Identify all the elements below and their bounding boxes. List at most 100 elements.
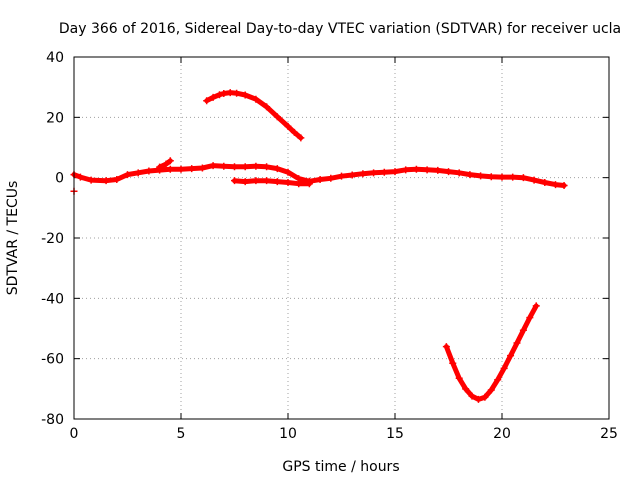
y-tick-label: 20: [46, 110, 64, 126]
data-point: [423, 166, 431, 174]
data-point: [290, 128, 298, 136]
data-point: [466, 171, 474, 179]
y-axis-label: SDTVAR / TECUs: [5, 181, 21, 296]
y-tick-label: 40: [46, 50, 64, 66]
data-point: [509, 173, 517, 181]
data-point: [519, 326, 527, 334]
data-point: [513, 339, 521, 347]
data-point: [412, 165, 420, 173]
data-point: [162, 160, 170, 168]
x-tick-label: 25: [600, 426, 618, 442]
x-tick-label: 15: [386, 426, 404, 442]
data-point: [216, 91, 224, 99]
data-point: [462, 385, 470, 393]
data-point: [507, 352, 515, 360]
data-point: [487, 173, 495, 181]
data-point: [541, 178, 549, 186]
data-point: [134, 169, 142, 177]
x-axis-label: GPS time / hours: [282, 459, 399, 475]
series-v-dip: [442, 302, 540, 403]
x-tick-label: 5: [177, 426, 186, 442]
data-point: [145, 167, 153, 175]
y-tick-label: 0: [55, 171, 64, 187]
data-point: [530, 176, 538, 184]
data-point: [316, 175, 324, 183]
series-lower-branch: [231, 177, 313, 188]
series-line: [443, 303, 539, 402]
data-point: [532, 302, 540, 310]
series-upper-arc: [203, 89, 305, 142]
x-tick-label: 0: [70, 426, 79, 442]
data-point: [474, 395, 482, 403]
data-point: [327, 174, 335, 182]
plot-frame: [73, 56, 610, 420]
data-point: [560, 182, 568, 190]
data-point: [241, 91, 249, 99]
data-point: [188, 165, 196, 173]
data-point: [494, 376, 502, 384]
series-main-band: [70, 162, 568, 190]
data-point: [113, 175, 121, 183]
data-point: [348, 171, 356, 179]
data-point: [241, 163, 249, 171]
data-point: [76, 173, 84, 181]
data-point: [231, 177, 238, 185]
data-point: [449, 359, 457, 367]
data-point: [226, 89, 234, 97]
data-point: [295, 180, 303, 188]
data-point: [166, 157, 174, 165]
data-point: [519, 174, 527, 182]
data-point: [468, 392, 476, 400]
data-point: [297, 134, 305, 142]
data-point: [241, 178, 249, 186]
data-point: [273, 165, 281, 173]
data-point: [252, 177, 260, 185]
data-point: [487, 386, 495, 394]
data-point: [209, 93, 217, 101]
data-point: [526, 314, 534, 322]
data-point: [481, 393, 489, 401]
chart-title: Day 366 of 2016, Sidereal Day-to-day VTE…: [59, 21, 621, 37]
data-point: [220, 162, 228, 170]
data-point: [231, 163, 238, 171]
data-point: [203, 97, 211, 105]
data-point: [455, 169, 463, 177]
data-point: [445, 168, 452, 176]
tick-labels: 0 5 10 15 20 25 -80 -60 -40 -20 0 20 40: [41, 50, 618, 442]
data-point: [552, 181, 559, 189]
data-point: [263, 177, 271, 185]
data-point: [305, 180, 313, 188]
data-point: [380, 168, 388, 176]
data-point: [434, 166, 442, 174]
y-tick-label: -80: [41, 412, 64, 428]
data-point: [500, 364, 508, 372]
data-point: [273, 113, 281, 121]
data-point: [166, 165, 174, 173]
data-point: [102, 177, 110, 185]
data-point: [198, 164, 206, 172]
data-point: [233, 89, 241, 97]
data-point: [442, 343, 450, 351]
data-point: [263, 103, 271, 111]
data-point: [477, 172, 485, 180]
data-point: [498, 173, 506, 181]
data-point: [370, 169, 378, 177]
data-point: [252, 95, 260, 103]
x-tick-label: 20: [493, 426, 511, 442]
grid-lines: [74, 57, 609, 419]
data-point: [87, 176, 95, 184]
data-point: [156, 163, 164, 171]
data-point: [263, 163, 271, 171]
data-point: [124, 171, 131, 179]
data-point: [284, 168, 292, 176]
data-point: [391, 168, 399, 176]
y-tick-label: -20: [41, 231, 64, 247]
data-point: [177, 165, 185, 173]
y-tick-label: -60: [41, 352, 64, 368]
data-point: [252, 162, 260, 170]
data-point: [284, 122, 292, 130]
data-point: [220, 90, 228, 98]
data-point: [402, 166, 410, 174]
y-tick-label: -40: [41, 291, 64, 307]
